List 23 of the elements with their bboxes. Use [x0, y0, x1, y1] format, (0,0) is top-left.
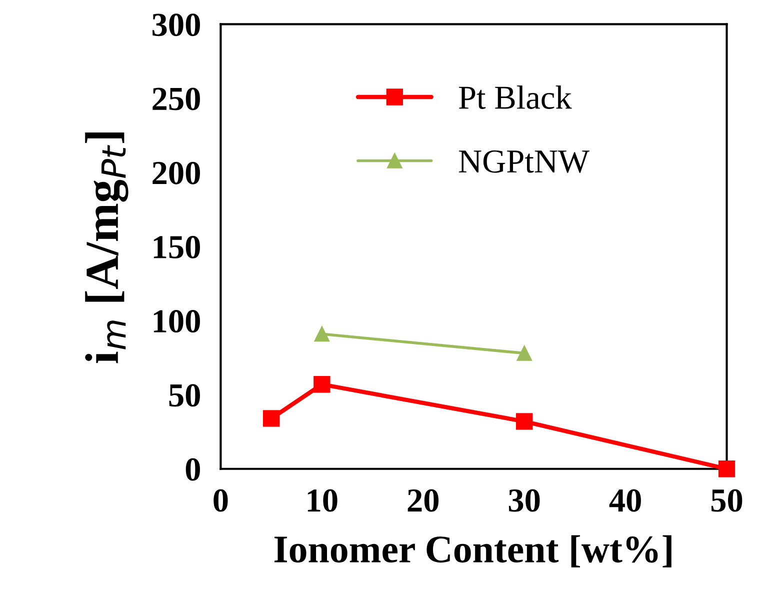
- x-tick-label: 30: [508, 489, 540, 512]
- y-tick-label: 300: [152, 14, 200, 36]
- y-tick-label: 150: [154, 236, 200, 258]
- y-tick-label: 50: [169, 384, 200, 407]
- x-axis-title: Ionomer Content [wt%]: [274, 535, 672, 568]
- point: [718, 460, 736, 478]
- y-tick-label: 250: [152, 88, 200, 110]
- x-tick-label: 40: [609, 489, 641, 512]
- legend-label: NGPtNW: [458, 150, 590, 173]
- point: [516, 413, 533, 430]
- y-tick-label: 200: [152, 162, 200, 184]
- point: [516, 346, 532, 361]
- point: [262, 410, 280, 427]
- x-tick-label: 50: [711, 489, 742, 512]
- y-axis-title: i$_{m}$ [A/mg$_{Pt}$]: [85, 132, 128, 364]
- point: [314, 326, 330, 342]
- x-tick-label: 10: [308, 489, 338, 512]
- y-tick-label: 100: [154, 310, 200, 333]
- y-tick-label: 0: [186, 458, 200, 481]
- legend-label: Pt Black: [458, 86, 572, 109]
- x-tick-label: 20: [408, 489, 439, 512]
- point: [314, 376, 330, 393]
- x-tick-label: 0: [214, 489, 228, 512]
